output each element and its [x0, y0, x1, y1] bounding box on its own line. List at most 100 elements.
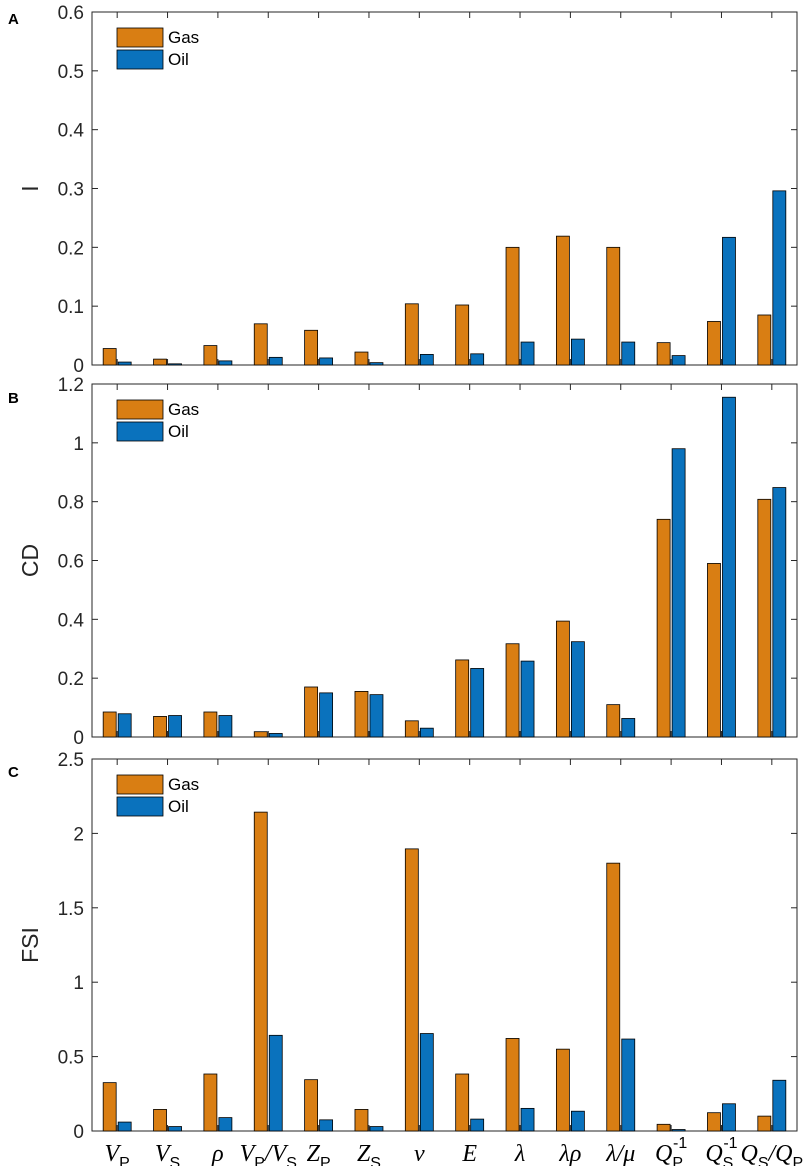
bar-oil-vp: [117, 361, 132, 366]
y-tick-label: 0.4: [58, 121, 85, 142]
y-tick-label: 0.6: [58, 552, 84, 573]
bar-oil-vp-vs: [268, 733, 283, 738]
bar-oil-vp: [117, 713, 132, 738]
x-tick-label-qs-inv: QS-1: [705, 1135, 737, 1166]
legend-swatch-oil: [116, 421, 164, 442]
bar-oil-lambda: [520, 341, 535, 366]
bar-gas-lambda: [505, 643, 520, 738]
bar-oil-qs-inv: [722, 396, 736, 738]
bar-oil-vs: [168, 363, 182, 366]
bar-gas-qs-inv: [707, 321, 721, 366]
bar-gas-e: [455, 659, 470, 738]
bar-gas-vs: [153, 358, 167, 366]
bar-oil-lambda-rho: [570, 641, 585, 738]
x-tick-label-qp-inv: QP-1: [655, 1135, 687, 1166]
bar-gas-lambda-mu: [606, 862, 621, 1132]
bar-gas-qs-qp: [757, 498, 772, 738]
bar-gas-lambda: [505, 246, 520, 366]
x-tick-label-qs-qp: QS/QP: [740, 1141, 803, 1166]
bar-gas-rho: [203, 345, 218, 366]
y-tick-label: 1.5: [58, 899, 84, 920]
y-tick-label: 0: [73, 728, 84, 749]
legend-label-oil: Oil: [168, 50, 189, 69]
bar-gas-lambda-rho: [555, 1048, 570, 1132]
legend-swatch-oil: [116, 49, 164, 70]
bar-gas-vp: [102, 348, 117, 366]
x-tick-label-rho: ρ: [211, 1141, 224, 1166]
x-tick-label-lambda-mu: λ/μ: [605, 1141, 635, 1166]
bar-oil-rho: [218, 1117, 233, 1132]
y-tick-label: 0.1: [58, 297, 84, 318]
bar-gas-zs: [354, 691, 369, 738]
axes-box: [91, 383, 798, 738]
x-tick-label-lambda-rho: λρ: [558, 1141, 581, 1166]
bar-gas-qs-inv: [707, 563, 721, 738]
bar-gas-qp-inv: [656, 518, 671, 738]
legend-label-gas: Gas: [168, 28, 199, 47]
y-tick-label: 1: [73, 434, 84, 455]
bar-oil-lambda-mu: [621, 1038, 636, 1132]
y-tick-label: 0.4: [58, 610, 85, 631]
y-tick-label: 0.8: [58, 493, 84, 514]
bar-oil-vs: [168, 715, 182, 738]
bar-gas-lambda-mu: [606, 246, 621, 366]
bar-gas-lambda-mu: [606, 704, 621, 738]
bar-gas-vs: [153, 716, 167, 738]
legend: Gas Oil: [116, 27, 199, 70]
bar-oil-rho: [218, 715, 233, 738]
y-axis-label: CD: [17, 544, 43, 577]
bar-oil-lambda-mu: [621, 341, 636, 366]
panel-A: 0 0.1 0.2 0.3 0.4 0.5 0.6 I A Gas Oil: [8, 3, 798, 377]
y-tick-label: 0.3: [58, 180, 84, 201]
bar-gas-vp: [102, 711, 117, 738]
bar-gas-nu: [404, 303, 419, 366]
bar-gas-e: [455, 1073, 470, 1132]
bar-gas-lambda-rho: [555, 235, 570, 366]
legend: Gas Oil: [116, 774, 199, 817]
bar-gas-qp-inv: [656, 342, 671, 366]
bar-gas-e: [455, 304, 470, 366]
bar-oil-qs-qp: [772, 1079, 787, 1132]
bar-oil-e: [470, 668, 485, 738]
axes-box: [91, 11, 798, 366]
panel-C: 0 0.5 1 1.5 2 2.5 FSI C Gas Oil: [8, 750, 798, 1143]
bar-gas-qs-qp: [757, 1115, 772, 1132]
bar-gas-qp-inv: [656, 1123, 671, 1132]
bar-oil-qs-qp: [772, 190, 787, 366]
bar-oil-zp: [319, 357, 334, 366]
y-tick-label: 0.5: [58, 62, 84, 83]
legend-swatch-gas: [116, 399, 164, 420]
y-tick-label: 0.2: [58, 669, 84, 690]
legend-label-gas: Gas: [168, 400, 199, 419]
bar-oil-lambda-rho: [570, 1110, 585, 1132]
bar-gas-zp: [304, 1079, 319, 1132]
y-axis-label: I: [17, 185, 43, 191]
y-tick-label: 0.6: [58, 3, 84, 24]
bar-oil-qp-inv: [671, 448, 686, 738]
y-tick-label: 0: [73, 1122, 84, 1143]
bar-oil-nu: [419, 727, 434, 738]
panel-B: 0 0.2 0.4 0.6 0.8 1 1.2 CD B Gas Oil: [8, 375, 798, 749]
x-tick-label-nu: ν: [414, 1141, 425, 1166]
legend-swatch-gas: [116, 27, 164, 48]
y-tick-label: 1: [73, 973, 84, 994]
legend-label-gas: Gas: [168, 775, 199, 794]
bar-gas-zp: [304, 329, 319, 366]
bar-oil-lambda: [520, 660, 535, 738]
bar-oil-e: [470, 1118, 485, 1132]
x-tick-label-vs: VS: [155, 1141, 180, 1166]
legend-swatch-oil: [116, 796, 164, 817]
bar-gas-qs-qp: [757, 314, 772, 366]
y-tick-label: 2: [73, 824, 84, 845]
y-axis-label: FSI: [17, 927, 43, 963]
bar-oil-qp-inv: [671, 1129, 686, 1132]
bar-oil-vp-vs: [268, 1034, 283, 1132]
bar-oil-zp: [319, 1119, 334, 1132]
x-tick-label-vp-vs: VP/VS: [240, 1141, 297, 1166]
bar-oil-lambda-mu: [621, 718, 636, 738]
bar-gas-vp: [102, 1082, 117, 1132]
bar-oil-qp-inv: [671, 355, 686, 366]
bar-gas-zs: [354, 351, 369, 366]
